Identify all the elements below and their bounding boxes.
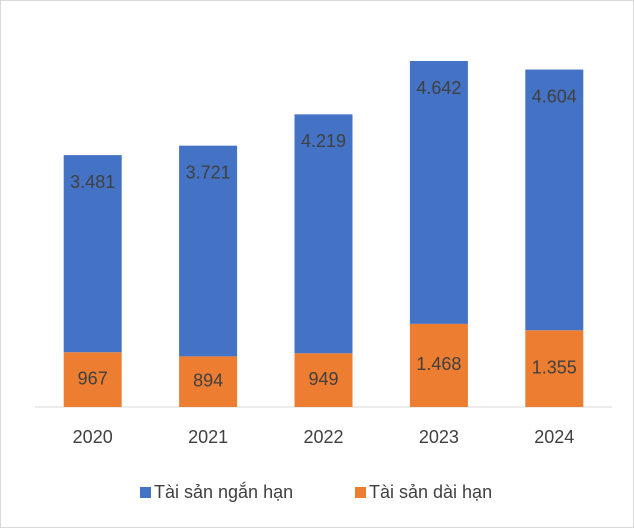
data-label: 894 [193,370,223,390]
bar-segment [525,69,584,331]
bar-segment [63,155,122,353]
x-tick-label: 2023 [419,427,459,447]
bar-segment [525,330,584,407]
data-label: 1.355 [532,357,577,377]
x-tick-label: 2022 [303,427,343,447]
bar-segment [409,323,468,407]
data-label: 4.604 [532,86,577,106]
legend-swatch [140,487,151,498]
bar-segment [179,356,238,407]
bar-segment [294,353,353,407]
data-label: 4.219 [301,131,346,151]
legend-label: Tài sản dài hạn [369,482,492,502]
data-label: 1.468 [416,354,461,374]
bar-segment [63,352,122,407]
data-label: 3.481 [70,172,115,192]
x-tick-label: 2024 [534,427,574,447]
data-label: 967 [78,368,108,388]
x-tick-label: 2021 [188,427,228,447]
data-label: 3.721 [186,162,231,182]
legend-swatch [355,487,366,498]
bar-segment [179,145,238,357]
x-tick-label: 2020 [73,427,113,447]
bar-segment [409,61,468,324]
bar-segment [294,114,353,354]
data-label: 949 [308,369,338,389]
legend-label: Tài sản ngắn hạn [154,481,293,502]
data-label: 4.642 [416,78,461,98]
